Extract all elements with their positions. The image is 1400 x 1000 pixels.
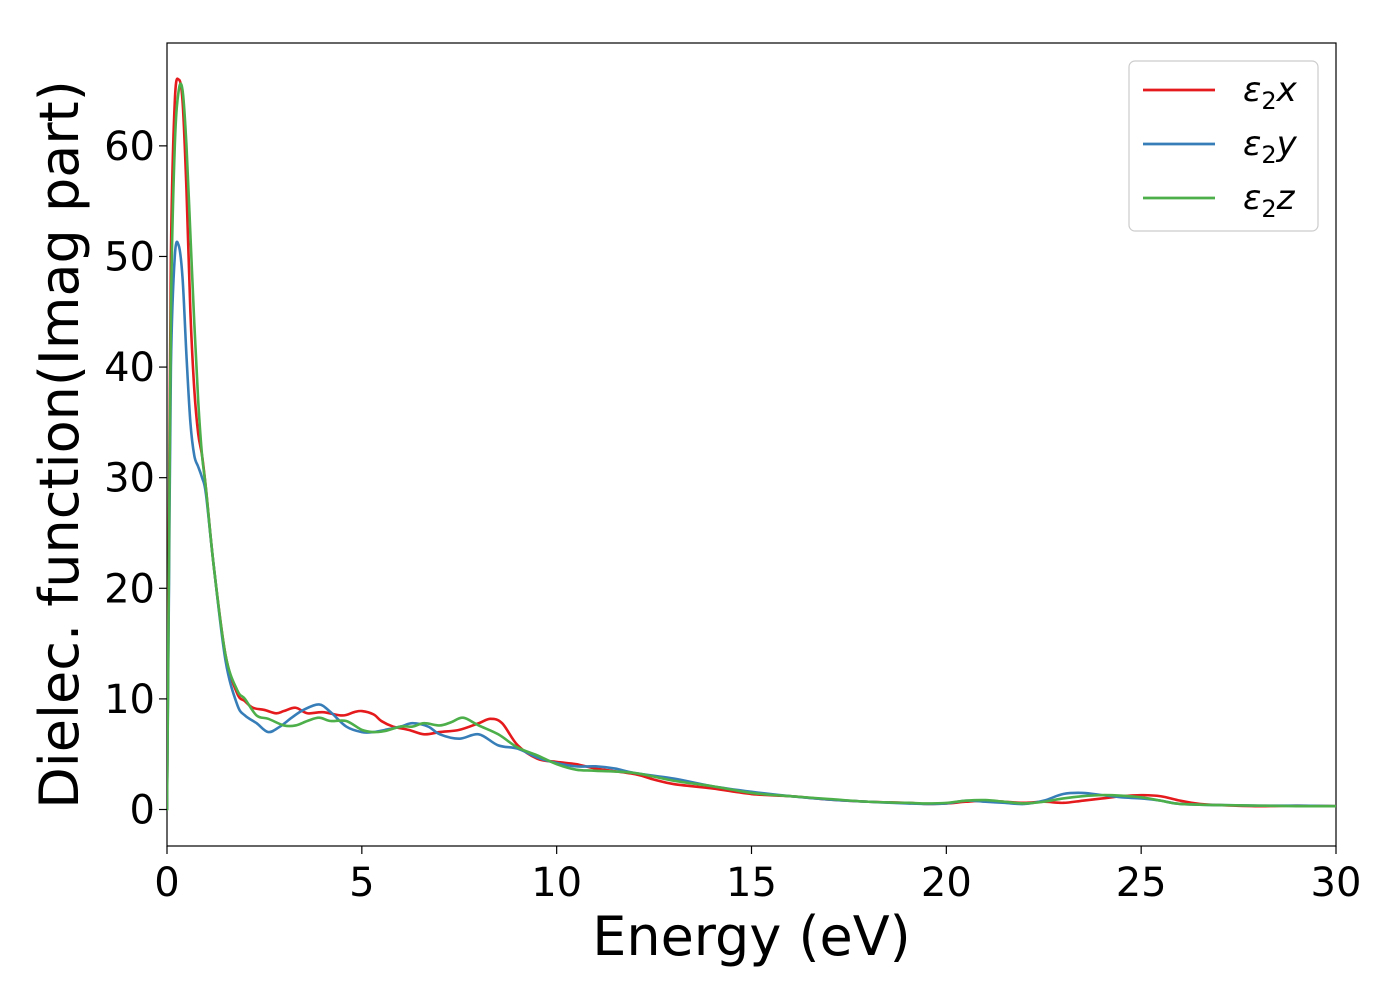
y-tick-label: 0 [130, 788, 155, 834]
series-line-y [167, 240, 1336, 811]
legend: ε2x ε2y ε2z [1128, 60, 1319, 232]
x-tick-label: 0 [154, 860, 179, 906]
y-tick-label: 40 [104, 345, 155, 391]
y-tick-label: 20 [104, 566, 155, 612]
legend-box [1128, 60, 1319, 232]
y-tick-label: 50 [104, 234, 155, 280]
x-tick-label: 20 [921, 860, 972, 906]
x-tick-label: 15 [726, 860, 777, 906]
x-tick-label: 10 [531, 860, 582, 906]
x-axis-label: Energy (eV) [592, 905, 911, 968]
legend-label-x: ε2x [1243, 70, 1298, 115]
y-axis-label: Dielec. function(Imag part) [28, 80, 91, 809]
x-tick-label: 25 [1116, 860, 1167, 906]
x-tick-label: 30 [1311, 860, 1362, 906]
y-tick-label: 60 [104, 124, 155, 170]
x-tick-label: 5 [349, 860, 374, 906]
legend-label-y: ε2y [1243, 124, 1298, 169]
y-tick-label: 30 [104, 456, 155, 502]
series-layer [167, 77, 1336, 811]
legend-label-z: ε2z [1243, 178, 1296, 223]
y-axis-ticks: 0 10 20 30 40 50 60 [104, 124, 167, 834]
x-axis-ticks: 0 5 10 15 20 25 30 [154, 846, 1361, 906]
y-tick-label: 10 [104, 677, 155, 723]
series-line-z [167, 82, 1336, 811]
